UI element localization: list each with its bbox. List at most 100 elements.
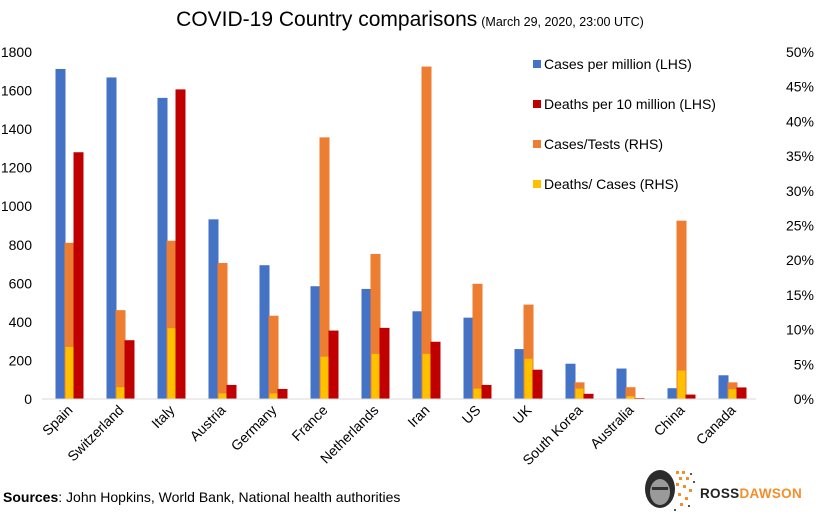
bar-cases-per-million <box>463 317 474 399</box>
right-tick-label: 20% <box>786 252 814 268</box>
category-label: China <box>650 402 687 439</box>
bar-deaths-cases <box>677 370 686 399</box>
left-tick-label: 1600 <box>1 83 32 99</box>
bar-cases-tests <box>523 304 534 399</box>
bar-cases-per-million <box>412 311 423 399</box>
bar-cases-per-million <box>667 388 678 399</box>
bar-cases-per-million <box>310 286 321 399</box>
right-tick-label: 45% <box>786 79 814 95</box>
category-label: Germany <box>228 402 280 454</box>
right-tick-label: 0% <box>794 391 814 407</box>
bar-cases-per-million <box>718 375 729 399</box>
bar-cases-tests <box>676 220 687 399</box>
bar-deaths-cases <box>575 388 584 399</box>
bar-deaths-cases <box>422 353 431 399</box>
left-tick-label: 1200 <box>1 160 32 176</box>
bar-cases-tests <box>64 242 75 399</box>
category-label: Spain <box>39 402 76 439</box>
bar-cases-per-million <box>361 288 372 399</box>
bar-cases-tests <box>625 387 636 399</box>
bar-deaths-cases <box>269 393 278 399</box>
left-tick-label: 600 <box>9 275 33 291</box>
category-label: Iran <box>404 402 432 430</box>
bar-deaths-per-10m <box>379 327 390 399</box>
left-tick-label: 1800 <box>1 44 32 60</box>
right-tick-label: 15% <box>786 287 814 303</box>
bar-deaths-cases <box>473 388 482 399</box>
right-tick-label: 10% <box>786 322 814 338</box>
legend-label: Deaths per 10 million (LHS) <box>544 96 716 112</box>
bar-deaths-per-10m <box>736 387 747 399</box>
bar-deaths-per-10m <box>73 152 84 399</box>
bar-deaths-per-10m <box>481 384 492 399</box>
bar-deaths-cases <box>116 387 125 399</box>
bar-cases-per-million <box>616 368 627 399</box>
bar-cases-tests <box>268 315 279 399</box>
chart-title: COVID-19 Country comparisons <box>176 8 478 31</box>
bar-cases-tests <box>166 240 177 399</box>
chart-title-block: COVID-19 Country comparisons (March 29, 2… <box>0 8 820 32</box>
right-tick-label: 50% <box>786 44 814 60</box>
right-axis-ticks: 0% 5% 10% 15% 20% 25% 30% 35% 40% 45% 50% <box>786 44 814 407</box>
bar-cases-tests <box>472 283 483 399</box>
category-label: Australia <box>587 402 637 452</box>
bar-deaths-per-10m <box>583 393 594 399</box>
bar-cases-per-million <box>55 68 66 399</box>
category-label: Italy <box>148 402 177 431</box>
left-tick-label: 1000 <box>1 198 32 214</box>
bar-deaths-cases <box>626 396 635 399</box>
bar-deaths-cases <box>371 353 380 399</box>
left-tick-label: 400 <box>9 314 33 330</box>
category-label: US <box>459 402 484 427</box>
category-label: UK <box>510 401 536 427</box>
bar-cases-per-million <box>259 265 270 399</box>
bar-cases-per-million <box>106 77 117 400</box>
category-label: France <box>288 402 330 444</box>
chart-subtitle: (March 29, 2020, 23:00 UTC) <box>481 15 644 29</box>
bar-deaths-per-10m <box>175 89 186 399</box>
left-tick-label: 800 <box>9 237 33 253</box>
bar-deaths-per-10m <box>124 340 135 399</box>
logo-wordmark: ROSSDAWSON <box>700 486 803 501</box>
bar-cases-tests <box>319 137 330 399</box>
category-label: Canada <box>693 402 739 448</box>
bars <box>55 66 747 400</box>
bar-cases-tests <box>370 253 381 399</box>
legend-swatch <box>533 100 541 108</box>
legend-label: Cases/Tests (RHS) <box>544 136 663 152</box>
bar-cases-per-million <box>208 219 219 399</box>
bar-cases-per-million <box>157 97 168 400</box>
left-axis-ticks: 0 200 400 600 800 1000 1200 1400 1600 1800 <box>1 44 32 407</box>
bar-deaths-per-10m <box>277 388 288 399</box>
bar-deaths-cases <box>65 346 74 399</box>
ross-dawson-logo: ROSSDAWSON <box>638 465 820 515</box>
bar-cases-tests <box>115 310 126 399</box>
bar-deaths-cases <box>218 393 227 399</box>
bar-deaths-per-10m <box>328 330 339 399</box>
bar-deaths-per-10m <box>532 369 543 399</box>
sources-label: Sources <box>3 489 59 505</box>
bar-cases-per-million <box>514 349 525 399</box>
right-tick-label: 35% <box>786 148 814 164</box>
right-tick-label: 40% <box>786 113 814 129</box>
bar-cases-tests <box>217 262 228 399</box>
bar-deaths-per-10m <box>685 394 696 399</box>
legend-swatch <box>533 180 541 188</box>
bar-cases-tests <box>421 66 432 399</box>
bar-deaths-cases <box>524 358 533 399</box>
sources-text: : John Hopkins, World Bank, National hea… <box>58 489 401 505</box>
legend-swatch <box>533 140 541 148</box>
legend: Cases per million (LHS) Deaths per 10 mil… <box>497 44 751 208</box>
left-tick-label: 1400 <box>1 121 32 137</box>
bar-cases-per-million <box>565 363 576 399</box>
left-tick-label: 200 <box>9 352 33 368</box>
sources-note: Sources: John Hopkins, World Bank, Natio… <box>3 489 400 505</box>
right-tick-label: 25% <box>786 218 814 234</box>
right-tick-label: 5% <box>794 356 814 372</box>
category-label: Austria <box>186 402 228 444</box>
legend-swatch <box>533 60 541 68</box>
bar-deaths-cases <box>320 356 329 399</box>
legend-label: Cases per million (LHS) <box>544 56 692 72</box>
